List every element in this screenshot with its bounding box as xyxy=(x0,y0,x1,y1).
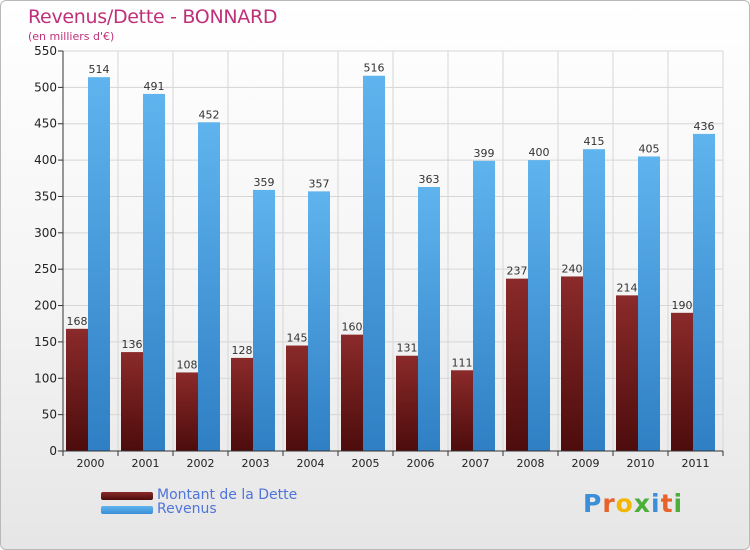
debt-bar xyxy=(671,312,693,451)
y-tick-label: 350 xyxy=(34,189,57,203)
revenue-value-label: 399 xyxy=(474,147,495,160)
revenue-bar xyxy=(363,75,385,452)
x-tick-label: 2009 xyxy=(572,457,600,470)
debt-bar xyxy=(121,352,143,451)
debt-bar xyxy=(66,328,88,451)
debt-bar xyxy=(616,295,638,451)
revenue-bar xyxy=(528,160,550,451)
x-tick-label: 2003 xyxy=(242,457,270,470)
x-tick-label: 2011 xyxy=(682,457,710,470)
revenue-value-label: 400 xyxy=(529,146,550,159)
revenue-bar xyxy=(583,149,605,451)
legend-swatch-debt xyxy=(101,492,153,500)
y-tick-label: 100 xyxy=(34,371,57,385)
debt-bar xyxy=(286,345,308,451)
revenue-value-label: 415 xyxy=(584,135,605,148)
revenue-bar xyxy=(418,187,440,451)
y-tick-label: 50 xyxy=(42,408,57,422)
debt-value-label: 240 xyxy=(562,262,583,275)
revenue-value-label: 357 xyxy=(309,177,330,190)
debt-bar xyxy=(231,357,253,451)
logo-letter: o xyxy=(615,489,634,518)
revenue-bar xyxy=(88,77,110,451)
y-tick-label: 550 xyxy=(34,44,57,58)
x-tick-label: 2007 xyxy=(462,457,490,470)
logo-letter: t xyxy=(660,489,674,518)
debt-value-label: 111 xyxy=(452,356,473,369)
x-tick-label: 2010 xyxy=(627,457,655,470)
logo-letter: i xyxy=(651,489,661,518)
y-tick-label: 200 xyxy=(34,299,57,313)
debt-bar xyxy=(176,372,198,451)
debt-bar xyxy=(341,334,363,451)
revenue-value-label: 363 xyxy=(419,173,440,186)
debt-bar xyxy=(506,278,528,451)
revenue-value-label: 491 xyxy=(144,80,165,93)
y-tick-label: 150 xyxy=(34,335,57,349)
proxiti-logo: Proxiti xyxy=(583,489,683,518)
logo-letter: i xyxy=(673,489,684,518)
chart-subtitle: (en milliers d'€) xyxy=(28,30,115,43)
revenue-bar xyxy=(308,191,330,451)
revenue-bar xyxy=(143,93,165,451)
x-tick-label: 2002 xyxy=(187,457,215,470)
debt-bar xyxy=(561,276,583,451)
revenue-value-label: 516 xyxy=(364,62,385,75)
debt-value-label: 145 xyxy=(287,332,308,345)
y-tick-label: 500 xyxy=(34,80,57,94)
y-tick-label: 400 xyxy=(34,153,57,167)
logo-letter: P xyxy=(583,489,603,518)
logo-letter: r xyxy=(602,489,616,518)
x-tick-label: 2005 xyxy=(352,457,380,470)
revenue-value-label: 359 xyxy=(254,176,275,189)
debt-value-label: 160 xyxy=(342,321,363,334)
chart-title: Revenus/Dette - BONNARD xyxy=(28,6,278,28)
revenue-value-label: 514 xyxy=(89,63,110,76)
logo-letter: x xyxy=(633,489,651,518)
y-tick-label: 450 xyxy=(34,117,57,131)
revenue-bar xyxy=(693,133,715,451)
x-tick-label: 2004 xyxy=(297,457,325,470)
x-tick-label: 2008 xyxy=(517,457,545,470)
revenue-bar xyxy=(473,160,495,451)
legend-label-debt: Montant de la Dette xyxy=(157,487,298,503)
debt-bar xyxy=(396,355,418,451)
debt-value-label: 131 xyxy=(397,342,418,355)
revenue-bar xyxy=(198,122,220,451)
y-tick-label: 0 xyxy=(49,444,57,458)
debt-value-label: 128 xyxy=(232,344,253,357)
debt-bar xyxy=(451,370,473,451)
debt-value-label: 136 xyxy=(122,338,143,351)
x-tick-label: 2000 xyxy=(77,457,105,470)
x-tick-label: 2001 xyxy=(132,457,160,470)
revenue-bar xyxy=(638,156,660,452)
x-tick-label: 2006 xyxy=(407,457,435,470)
y-tick-label: 300 xyxy=(34,226,57,240)
legend-swatch-revenue xyxy=(101,506,153,514)
debt-value-label: 108 xyxy=(177,358,198,371)
revenue-value-label: 452 xyxy=(199,108,220,121)
debt-value-label: 168 xyxy=(67,315,88,328)
revenue-bar xyxy=(253,189,275,451)
y-tick-label: 250 xyxy=(34,262,57,276)
legend-label-revenue: Revenus xyxy=(157,501,217,517)
debt-value-label: 190 xyxy=(672,299,693,312)
revenue-value-label: 436 xyxy=(694,120,715,133)
debt-value-label: 214 xyxy=(617,281,638,294)
debt-value-label: 237 xyxy=(507,265,528,278)
revenue-value-label: 405 xyxy=(639,142,660,155)
